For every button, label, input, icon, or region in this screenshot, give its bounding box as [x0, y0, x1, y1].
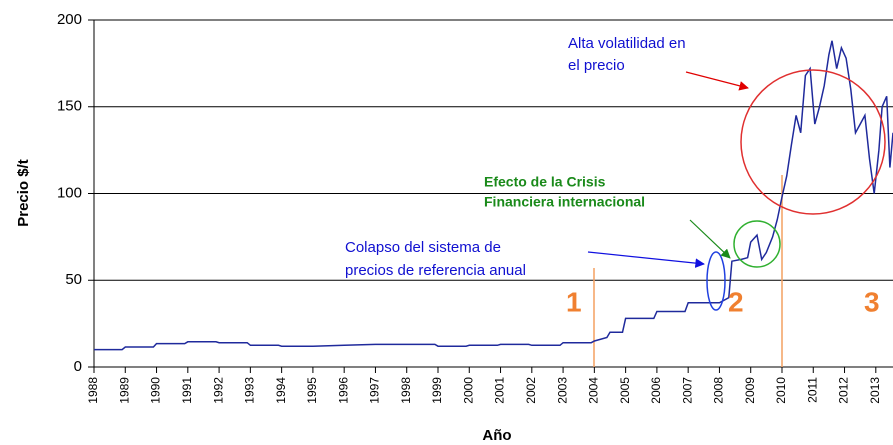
period-label: 1: [566, 286, 582, 317]
x-tick-label: 1995: [305, 377, 319, 404]
x-tick-label: 1994: [274, 377, 288, 404]
y-tick-label: 0: [74, 358, 82, 375]
period-label: 2: [728, 286, 744, 317]
x-tick-label: 2005: [618, 377, 632, 404]
annotation: Financiera internacional: [484, 194, 645, 210]
annotation: Efecto de la Crisis: [484, 174, 606, 190]
x-tick-label: 2006: [649, 377, 663, 404]
period-label: 3: [864, 286, 880, 317]
x-tick-label: 1998: [399, 377, 413, 404]
arrow: [587, 251, 705, 268]
x-tick-label: 2011: [805, 377, 819, 403]
y-tick-label: 150: [57, 98, 82, 115]
x-tick-label: 1999: [430, 377, 444, 404]
annotation: precios de referencia anual: [345, 262, 526, 279]
y-axis-label: Precio $/t: [15, 159, 32, 227]
x-tick-label: 1988: [86, 377, 100, 404]
volatility-circle: [740, 69, 886, 215]
x-tick-label: 2012: [837, 377, 851, 404]
annotation: Colapso del sistema de: [345, 239, 501, 256]
x-tick-label: 1992: [211, 377, 225, 404]
grid: 0 50 100 150 200 1988 1989 1990 1991 1992 1993 1994…: [57, 11, 893, 404]
x-tick-label: 2004: [587, 377, 601, 404]
y-tick-label: 100: [57, 184, 82, 201]
arrow: [689, 219, 731, 259]
collapse-ellipse: [706, 251, 726, 311]
x-tick-label: 1989: [117, 377, 131, 404]
x-tick-label: 2002: [524, 377, 538, 404]
x-tick-label: 2010: [774, 377, 788, 404]
x-tick-label: 1991: [180, 377, 194, 404]
x-tick-label: 2008: [712, 377, 726, 404]
price-line: [94, 40, 893, 351]
x-tick-label: 2000: [461, 377, 475, 404]
annotation: Alta volatilidad en: [568, 35, 686, 52]
crisis-circle: [733, 220, 781, 268]
y-tick-label: 200: [57, 11, 82, 28]
x-tick-label: 2013: [868, 377, 882, 404]
x-tick-label: 2007: [680, 377, 694, 404]
y-tick-label: 50: [65, 271, 82, 288]
x-tick-label: 1993: [243, 377, 257, 404]
x-tick-label: 2001: [493, 377, 507, 404]
annotation: el precio: [568, 57, 625, 74]
x-tick-label: 1990: [149, 377, 163, 404]
arrow: [685, 71, 749, 91]
x-tick-label: 1997: [368, 377, 382, 404]
plot: [94, 40, 893, 351]
x-tick-label: 1996: [336, 377, 350, 404]
x-tick-label: 2003: [555, 377, 569, 404]
x-tick-label: 2009: [743, 377, 757, 404]
x-axis-label: Año: [482, 427, 511, 444]
